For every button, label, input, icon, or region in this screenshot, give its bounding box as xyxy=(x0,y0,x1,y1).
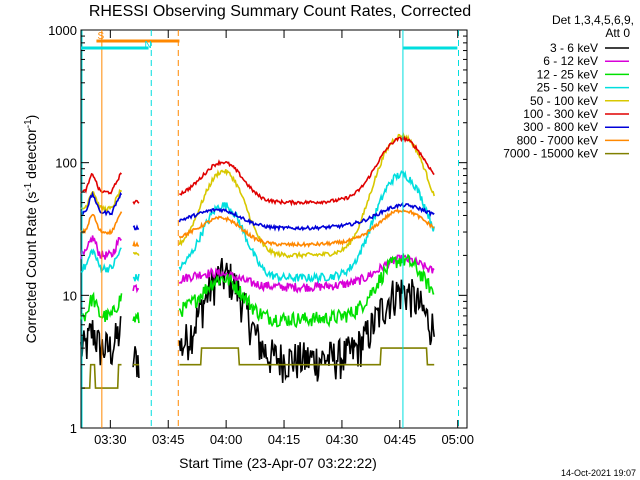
series-line-100-300-kev xyxy=(81,137,467,204)
legend-header-line-2: Att 0 xyxy=(605,26,630,40)
y-tick-label: 10 xyxy=(63,288,77,303)
generation-timestamp: 14-Oct-2021 19:07 xyxy=(561,468,636,478)
y-tick-label: 1 xyxy=(70,421,77,436)
plot-frame xyxy=(80,29,468,429)
x-axis-label: Start Time (23-Apr-07 03:22:22) xyxy=(179,455,377,471)
legend-label-300-800-kev: 300 - 800 keV xyxy=(523,120,598,134)
plot-area: SN 03:30 03:45 04:00 04:15 04:30 04:45 05:0011… xyxy=(48,23,474,447)
legend-label-3-6-kev: 3 - 6 keV xyxy=(550,41,598,55)
x-tick-label: 04:00 xyxy=(210,432,243,447)
legend-header-line-1: Det 1,3,4,5,6,9, xyxy=(552,13,634,27)
marker-layer: SN xyxy=(81,30,460,428)
night-flag-label: N xyxy=(145,40,152,51)
x-tick-label: 04:15 xyxy=(268,432,301,447)
y-tick-label: 100 xyxy=(55,156,77,171)
legend-label-800-7000-kev: 800 - 7000 keV xyxy=(517,133,598,147)
y-tick-label: 1000 xyxy=(48,23,77,38)
series-layer xyxy=(81,134,467,388)
tick-layer: 03:30 03:45 04:00 04:15 04:30 04:45 05:00 1 10 10… xyxy=(48,23,474,447)
x-tick-label: 05:00 xyxy=(441,432,474,447)
saa-flag-label: S xyxy=(97,31,104,42)
x-tick-label: 03:45 xyxy=(152,432,185,447)
chart-title: RHESSI Observing Summary Count Rates, Co… xyxy=(89,3,471,20)
legend-label-25-50-kev: 25 - 50 keV xyxy=(537,81,598,95)
series-line-50-100-kev xyxy=(81,134,467,257)
y-axis-label: Corrected Count Rate (s-1 detector-1) xyxy=(23,115,39,344)
legend-label-6-12-kev: 6 - 12 keV xyxy=(543,54,598,68)
x-tick-label: 04:45 xyxy=(384,432,417,447)
legend-label-50-100-kev: 50 - 100 keV xyxy=(530,94,598,108)
legend-label-7000-15000-kev: 7000 - 15000 keV xyxy=(503,147,598,161)
x-tick-label: 04:30 xyxy=(326,432,359,447)
legend-label-100-300-kev: 100 - 300 keV xyxy=(523,107,598,121)
x-tick-label: 03:30 xyxy=(94,432,127,447)
legend-label-12-25-kev: 12 - 25 keV xyxy=(537,67,598,81)
